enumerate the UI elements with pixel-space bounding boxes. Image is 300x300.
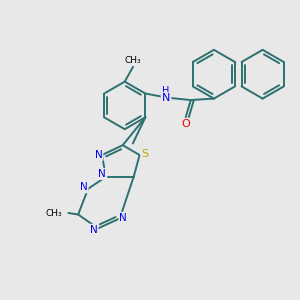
- Text: N: N: [119, 213, 127, 223]
- Text: N: N: [162, 93, 170, 103]
- Text: N: N: [90, 225, 98, 235]
- Text: H: H: [162, 86, 170, 96]
- Text: N: N: [98, 169, 106, 179]
- Text: S: S: [141, 148, 148, 159]
- Text: O: O: [181, 119, 190, 129]
- Text: N: N: [94, 150, 102, 160]
- Text: N: N: [80, 182, 88, 192]
- Text: CH₃: CH₃: [125, 56, 141, 65]
- Text: CH₃: CH₃: [45, 208, 62, 217]
